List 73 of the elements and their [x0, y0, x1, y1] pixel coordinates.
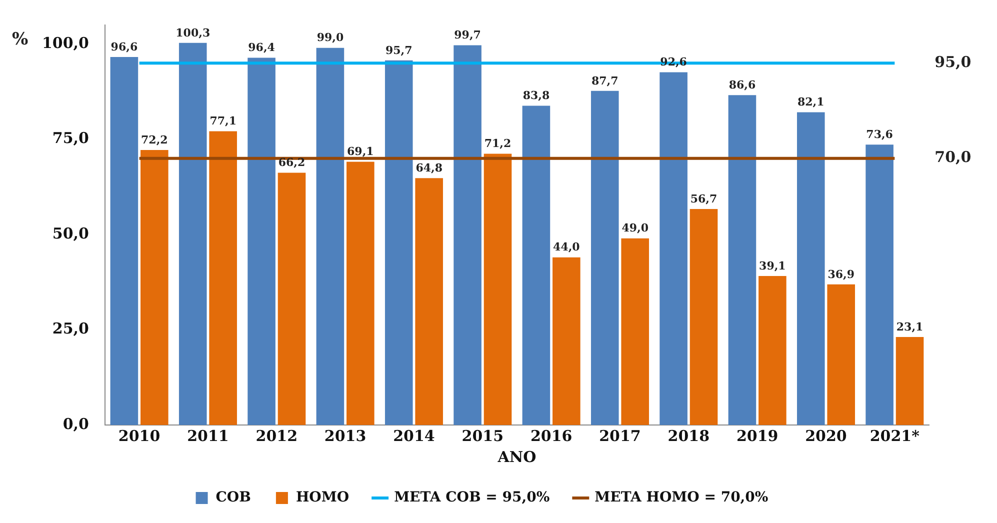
bar [454, 45, 482, 425]
bar [346, 162, 374, 425]
bar [110, 57, 138, 425]
bar [140, 150, 168, 425]
bar [484, 154, 512, 425]
data-label: 82,1 [797, 96, 824, 109]
x-tick-label: 2017 [599, 426, 641, 445]
legend-label: META COB = 95,0% [394, 490, 550, 506]
y-axis-title: % [12, 29, 28, 50]
data-label: 66,2 [278, 156, 306, 170]
data-label: 96,6 [110, 40, 138, 54]
bar [621, 238, 649, 425]
data-label: 96,4 [248, 41, 276, 54]
data-label: 72,2 [141, 133, 168, 146]
y-tick-label: 75,0 [52, 129, 89, 148]
x-tick-label: 2010 [118, 426, 160, 445]
bar [522, 106, 550, 425]
annotation: 70,0 [934, 148, 972, 166]
y-tick-label: 100,0 [42, 34, 89, 52]
legend-label: META HOMO = 70,0% [594, 490, 768, 506]
x-tick-label: 2011 [187, 426, 229, 445]
x-tick-label: 2016 [530, 426, 572, 445]
bar [758, 276, 786, 425]
data-label: 49,0 [622, 222, 649, 235]
data-label: 56,7 [690, 192, 718, 206]
data-label: 36,9 [828, 268, 854, 281]
data-label: 83,8 [522, 89, 550, 102]
data-label: 99,0 [316, 31, 344, 44]
bar [552, 257, 580, 425]
bar [316, 48, 344, 425]
data-label: 64,8 [416, 162, 443, 174]
bar [178, 42, 207, 425]
data-label: 77,1 [210, 114, 236, 128]
x-tick-label: 2013 [324, 426, 366, 445]
x-tick-label: 2014 [393, 426, 435, 445]
data-label: 95,7 [385, 44, 412, 57]
x-axis-title: ANO [496, 448, 536, 466]
data-label: 69,1 [347, 145, 374, 158]
data-label: 71,2 [484, 137, 512, 150]
y-tick-label: 25,0 [52, 320, 89, 338]
data-label: 23,1 [896, 320, 924, 334]
bar [690, 209, 718, 425]
data-label: 44,0 [553, 240, 580, 254]
bar [660, 72, 688, 425]
annotation: 95,0 [934, 52, 972, 71]
data-label: 73,6 [866, 128, 894, 141]
data-label: 87,7 [591, 74, 618, 88]
data-label: 86,6 [728, 78, 756, 92]
data-label: 39,1 [759, 259, 786, 272]
y-tick-label: 0,0 [62, 414, 89, 433]
y-tick-label: 50,0 [52, 224, 89, 242]
x-tick-label: 2018 [668, 426, 710, 445]
bar [827, 284, 855, 425]
bar [590, 90, 619, 425]
bar [278, 172, 306, 425]
bar [384, 60, 413, 425]
data-label: 100,3 [176, 26, 210, 40]
data-label: 99,7 [454, 28, 481, 42]
bar [896, 337, 924, 425]
x-tick-label: 2019 [736, 426, 778, 445]
legend-label: COB [216, 490, 252, 506]
x-tick-label: 2020 [805, 426, 847, 445]
bar [209, 131, 237, 425]
legend-label: HOMO [296, 490, 350, 506]
x-tick-label: 2015 [462, 426, 504, 445]
x-tick-label: 2012 [256, 426, 298, 445]
bar [866, 144, 894, 425]
bar [248, 58, 276, 425]
data-label: 92,6 [660, 56, 688, 69]
x-tick-label: 2021* [870, 426, 920, 445]
bar [415, 178, 443, 425]
bar [796, 112, 825, 425]
bar [728, 95, 756, 425]
